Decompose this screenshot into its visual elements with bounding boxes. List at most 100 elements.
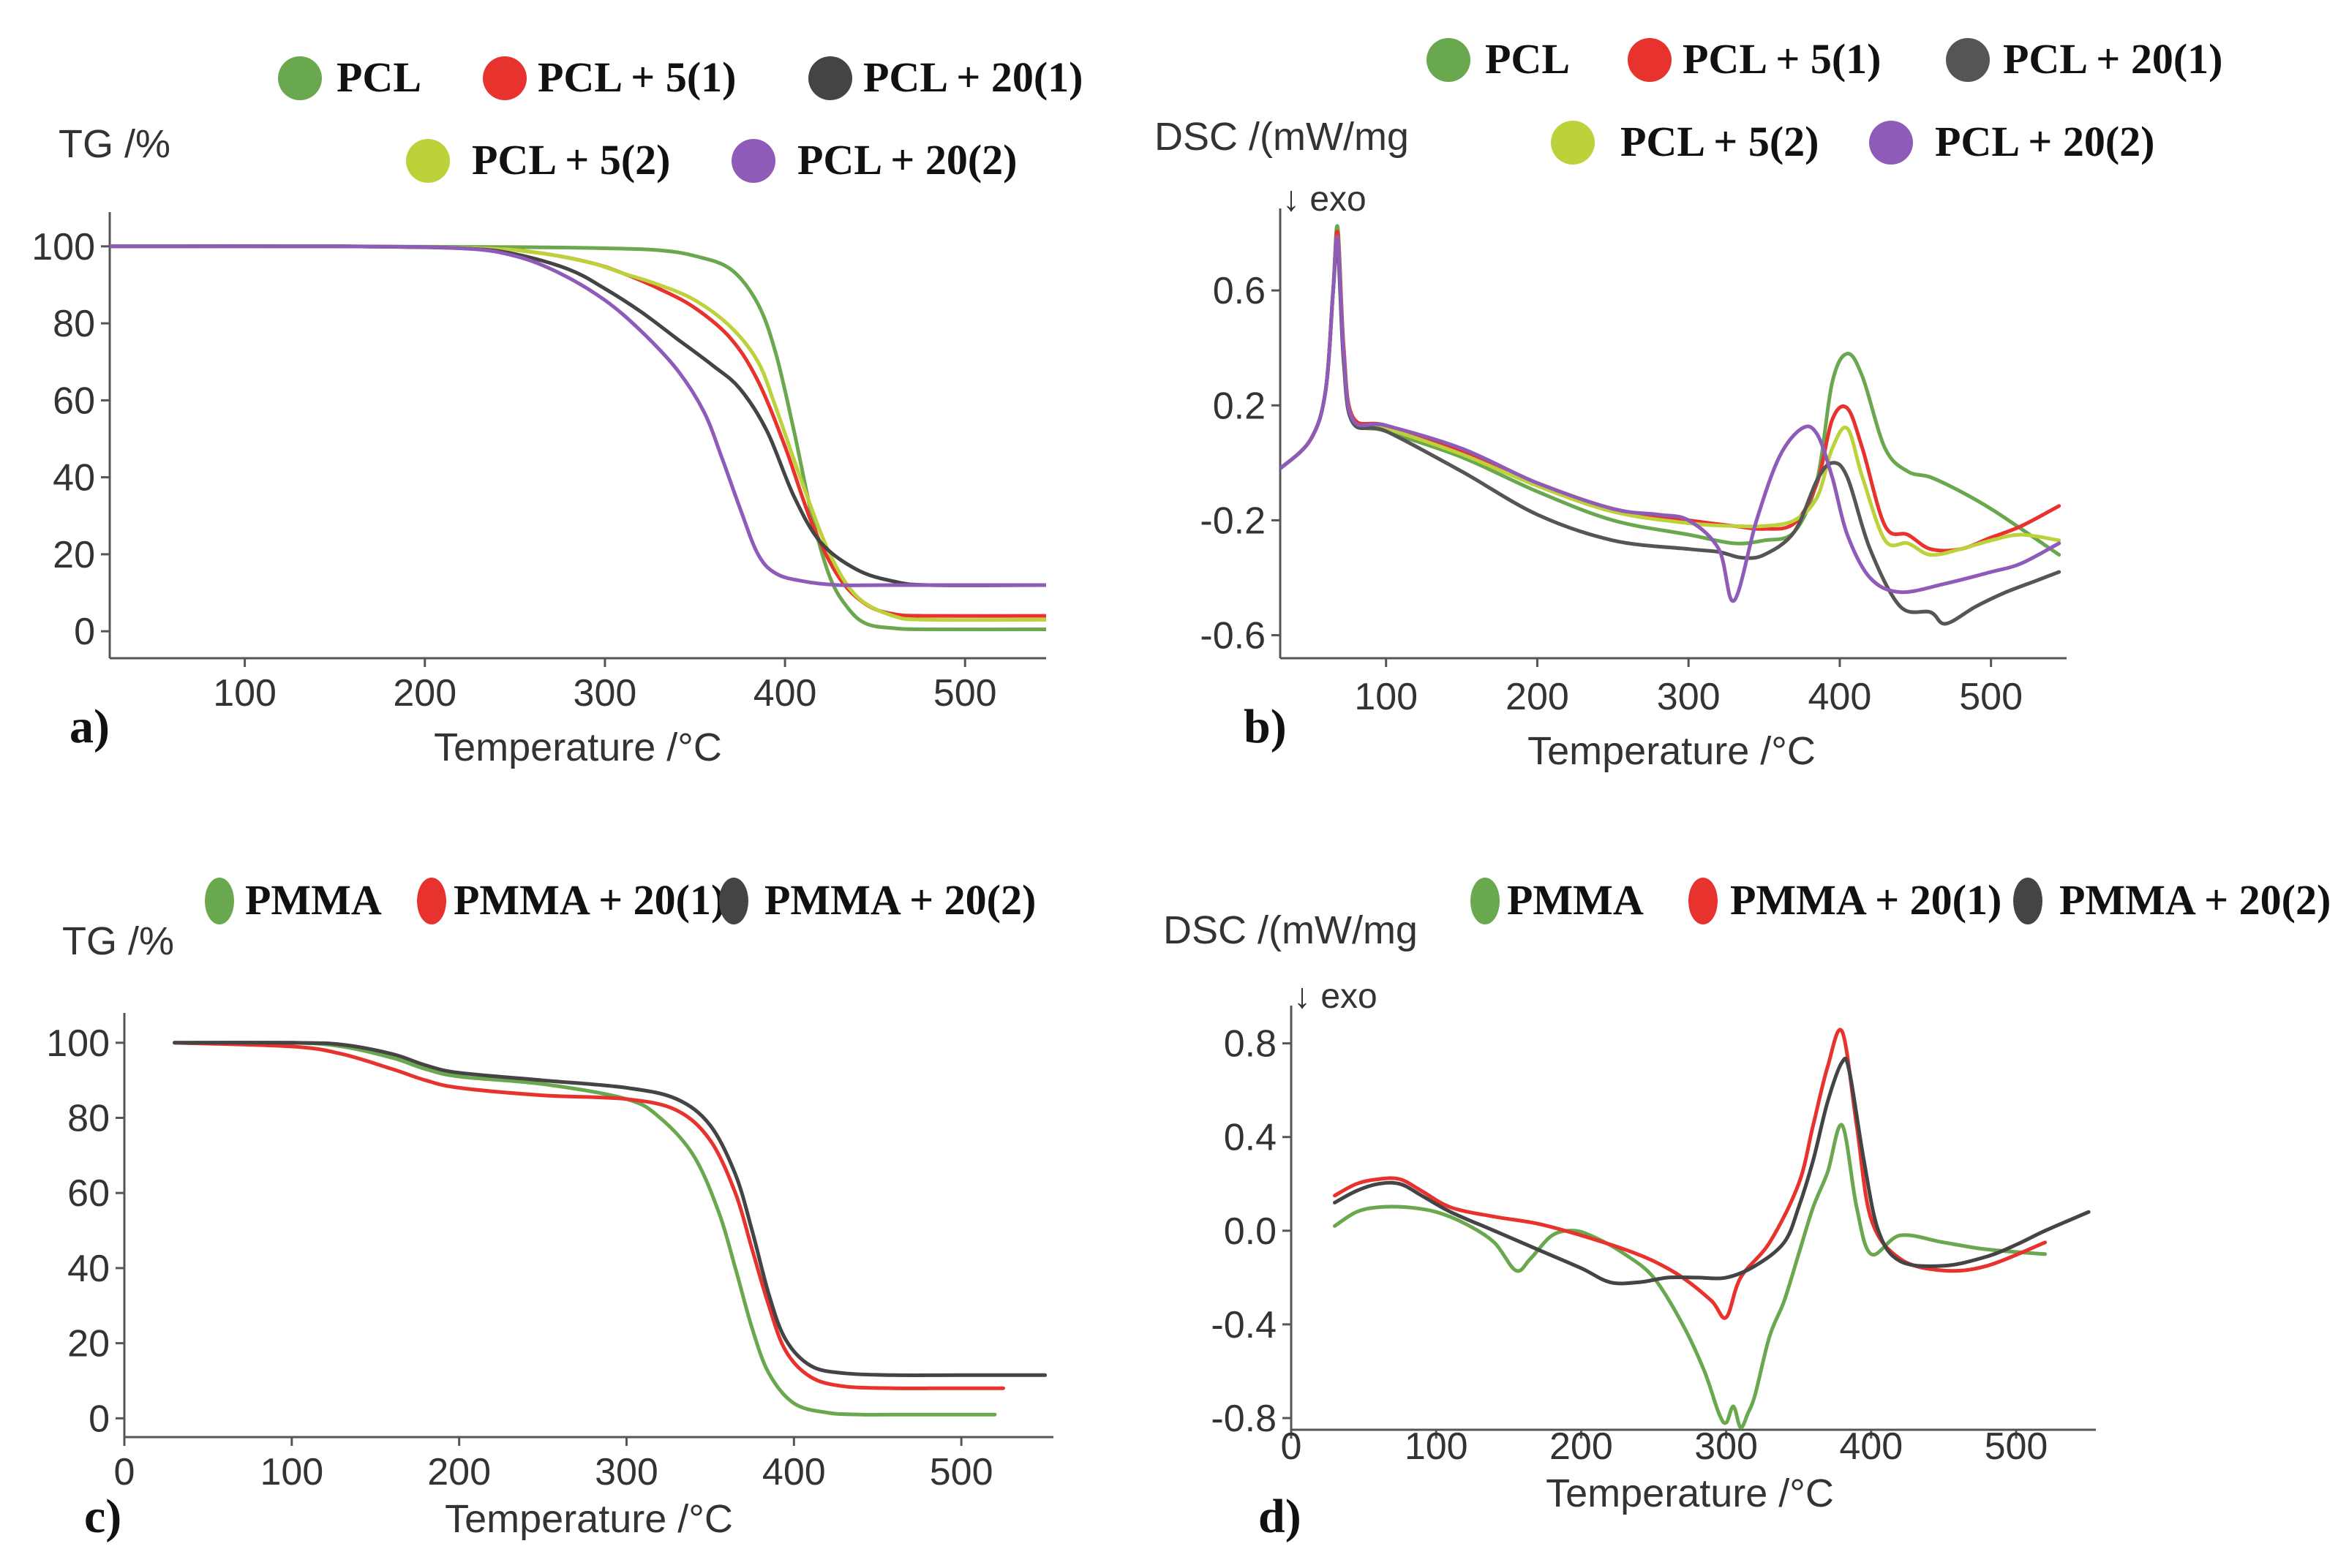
series-line-pcl-5-1 — [110, 244, 1046, 618]
y-tick-label: -0.2 — [1200, 500, 1266, 542]
x-tick-label: 500 — [933, 672, 997, 715]
x-tick-label: 100 — [1354, 676, 1418, 718]
y-tick-label: 0 — [74, 611, 95, 653]
y-tick-label: 60 — [53, 380, 95, 422]
legend-entry: PCL + 5(2) — [1620, 118, 1819, 165]
x-tick-label: 300 — [1694, 1425, 1758, 1468]
y-tick-label: -0.4 — [1211, 1304, 1277, 1346]
x-tick-label: 200 — [393, 672, 456, 715]
legend-marker — [1628, 38, 1672, 82]
y-tick-label: 80 — [67, 1098, 110, 1140]
chart-panel-b: 0.6 0.2 -0.2 -0.6 100 200 300 400 500 DSC /(mW/mg… — [1154, 35, 2222, 773]
x-axis-label: Temperature /°C — [1546, 1471, 1834, 1515]
legend-entry: PCL — [1485, 35, 1570, 83]
legend-marker — [417, 878, 446, 924]
y-tick-label: 20 — [67, 1323, 110, 1365]
exo-annotation: ↓ exo — [1293, 977, 1377, 1016]
panel-label: d) — [1258, 1490, 1301, 1543]
legend-marker — [1470, 878, 1500, 924]
y-tick-label: -0.6 — [1200, 615, 1266, 657]
x-axis-label: Temperature /°C — [434, 725, 722, 769]
x-tick-label: 400 — [753, 672, 817, 715]
series-line-pcl-5-2 — [110, 244, 1046, 622]
legend-entry: PMMA + 20(2) — [764, 876, 1036, 924]
legend-entry: PMMA + 20(1) — [1730, 876, 2001, 924]
series-line-pmma-20-2 — [173, 1041, 1048, 1377]
x-tick-label: 200 — [1549, 1425, 1613, 1468]
x-axis-label: Temperature /°C — [1527, 729, 1816, 773]
x-tick-label: 400 — [762, 1451, 826, 1493]
legend-entry: PCL + 5(1) — [1683, 35, 1881, 83]
chart-panel-d: 0.8 0.4 0.0 -0.4 -0.80 100 200 300 400 500 DSC /(m… — [1163, 876, 2331, 1543]
legend-marker — [1688, 878, 1718, 924]
legend-marker — [483, 56, 527, 100]
series-line-pcl — [110, 244, 1046, 632]
series-line-pcl-20-1 — [110, 244, 1046, 587]
series-line-pcl-5-2 — [1280, 235, 2061, 557]
y-axis-label: TG /% — [62, 919, 174, 963]
panel-label: c) — [84, 1490, 121, 1543]
x-tick-label: 500 — [1985, 1425, 2048, 1468]
y-tick-label: 0 — [89, 1398, 110, 1440]
series-line-pcl-20-2 — [110, 244, 1046, 587]
legend-entry: PCL + 20(1) — [2003, 35, 2222, 83]
legend-marker — [1869, 121, 1913, 165]
y-tick-label: 0.4 — [1224, 1117, 1277, 1159]
series-line-pcl-5-1 — [1280, 230, 2061, 553]
legend-entry: PCL + 20(2) — [1935, 118, 2154, 165]
y-tick-label: 100 — [46, 1022, 110, 1065]
x-axis-label: Temperature /°C — [445, 1497, 733, 1541]
x-tick-label: 400 — [1808, 676, 1872, 718]
legend-entry: PCL — [337, 53, 421, 101]
series-line-pmma-20-2 — [1333, 1056, 2091, 1286]
legend-entry: PCL + 5(1) — [538, 53, 736, 101]
legend-marker — [719, 878, 748, 924]
x-tick-label: 300 — [595, 1451, 658, 1493]
x-tick-label: 100 — [260, 1451, 323, 1493]
legend-marker — [2013, 878, 2042, 924]
legend-marker — [732, 139, 775, 183]
legend-entry: PCL + 5(2) — [472, 136, 670, 184]
legend-entry: PCL + 20(1) — [863, 53, 1083, 101]
y-tick-label: -0.8 — [1211, 1398, 1277, 1440]
x-tick-label: 300 — [1657, 676, 1721, 718]
series-line-pmma-20-1 — [173, 1041, 1005, 1390]
legend-marker — [406, 139, 450, 183]
series-line-pmma — [173, 1040, 997, 1417]
legend-entry: PMMA — [245, 876, 382, 924]
x-tick-label: 200 — [427, 1451, 491, 1493]
y-tick-label: 0.6 — [1213, 270, 1266, 312]
series-line-pcl — [1280, 224, 2061, 557]
panel-label: a) — [69, 700, 110, 753]
y-axis-label: DSC /(mW/mg — [1154, 115, 1409, 159]
legend-entry: PMMA + 20(2) — [2059, 876, 2331, 924]
legend-entry: PCL + 20(2) — [797, 136, 1017, 184]
series-line-pmma-20-1 — [1333, 1028, 2048, 1320]
y-tick-label: 0.2 — [1213, 385, 1266, 427]
y-axis-label: DSC /(mW/mg — [1163, 908, 1418, 952]
legend-marker — [808, 56, 852, 100]
y-tick-label: 20 — [53, 534, 95, 576]
y-tick-label: 40 — [67, 1248, 110, 1290]
x-tick-label: 200 — [1506, 676, 1569, 718]
series-line-pmma — [1333, 1123, 2048, 1430]
x-tick-label: 100 — [213, 672, 277, 715]
x-tick-label: 0 — [1281, 1425, 1302, 1468]
x-tick-label: 300 — [574, 672, 637, 715]
chart-panel-a: 0 20 40 60 80 100 100 200 300 400 500 TG /% Temperat… — [31, 53, 1083, 769]
y-tick-label: 60 — [67, 1172, 110, 1215]
legend-marker — [278, 56, 322, 100]
legend-marker — [1946, 38, 1990, 82]
panel-label: b) — [1244, 700, 1287, 753]
chart-panel-c: 0 20 40 60 80 100 0 100 200 300 400 500 TG /% Tempera… — [46, 876, 1053, 1543]
legend-entry: PMMA — [1507, 876, 1644, 924]
y-tick-label: 100 — [31, 226, 95, 268]
legend-marker — [1551, 121, 1595, 165]
y-axis-label: TG /% — [59, 122, 170, 166]
x-tick-label: 500 — [1959, 676, 2023, 718]
x-tick-label: 100 — [1405, 1425, 1468, 1468]
legend-marker — [1427, 38, 1470, 82]
legend-marker — [205, 878, 234, 924]
exo-annotation: ↓ exo — [1282, 180, 1367, 219]
